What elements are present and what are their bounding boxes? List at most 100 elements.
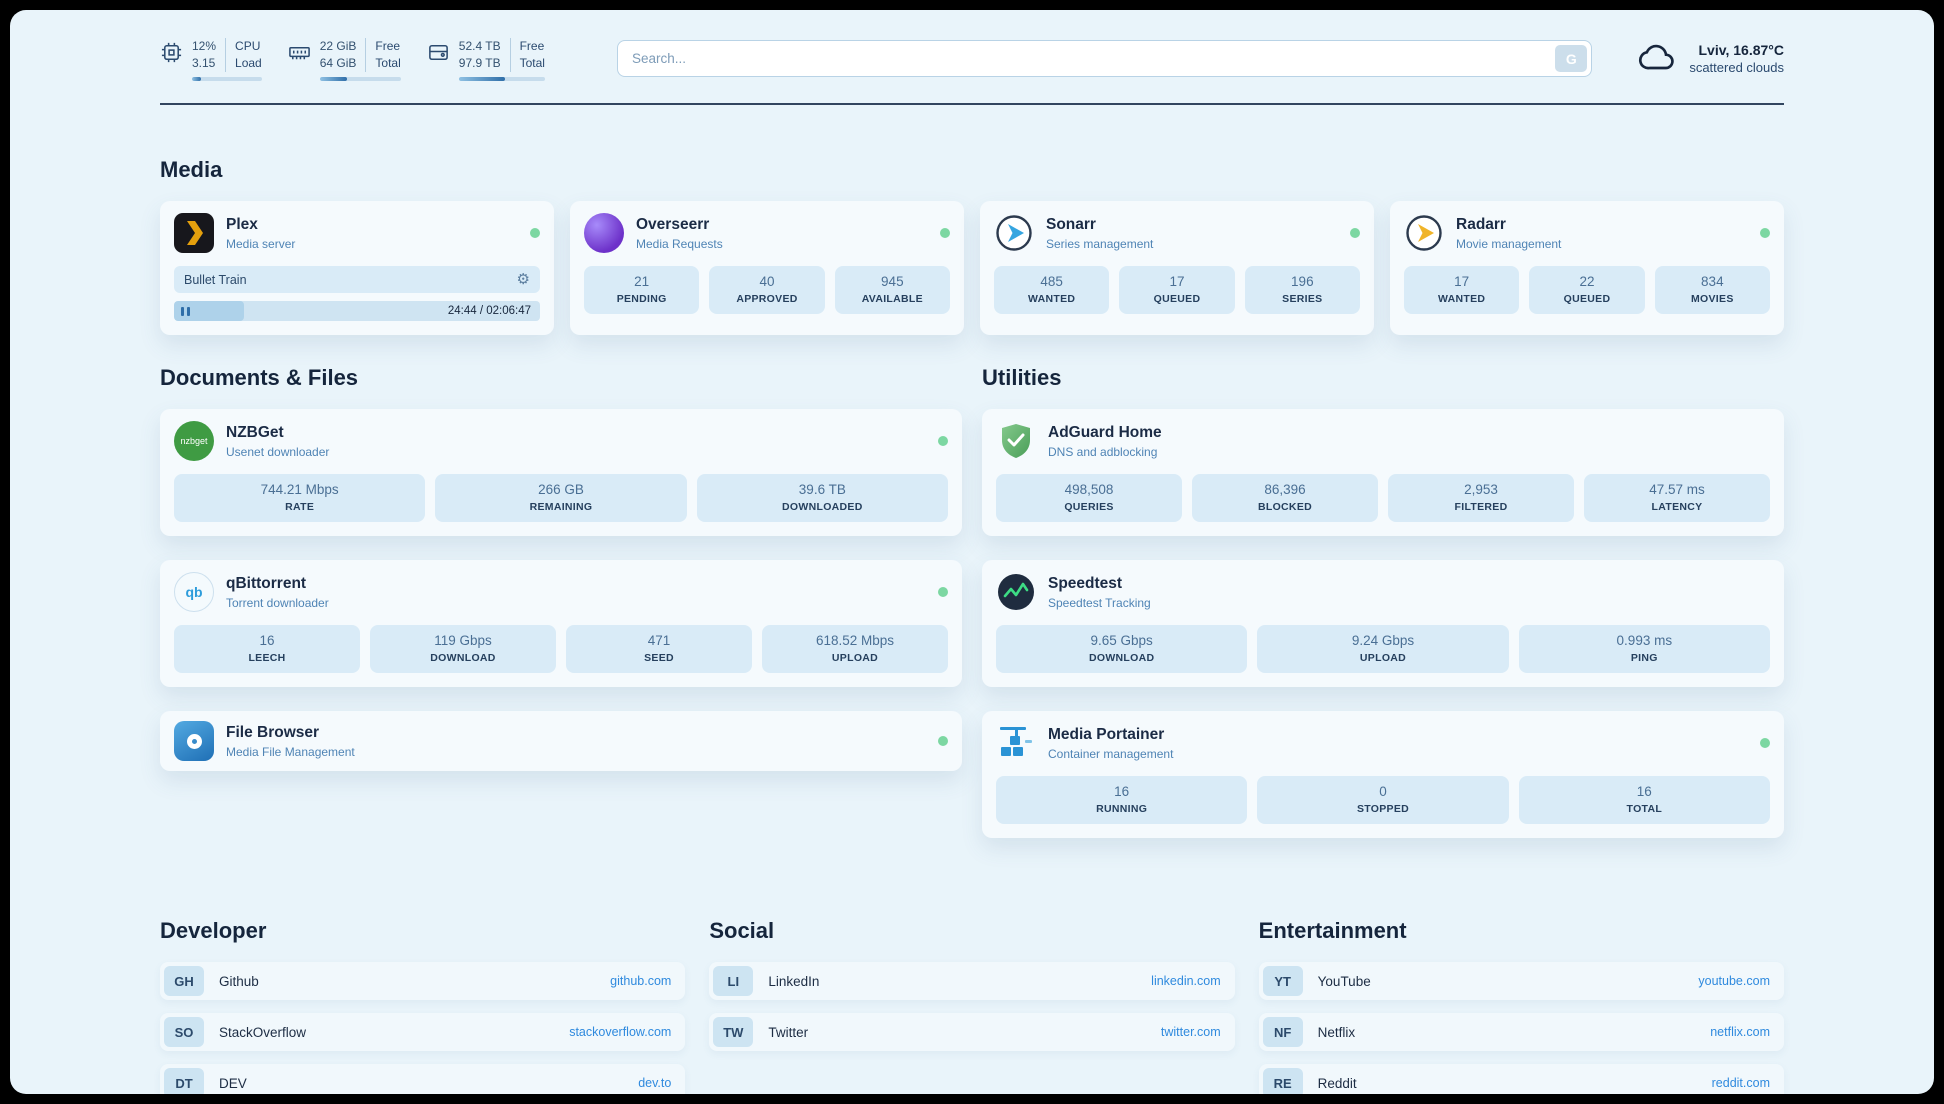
disk-monitor: 52.4 TB 97.9 TB Free Total (427, 38, 545, 81)
stat-latency: 47.57 ms LATENCY (1584, 474, 1770, 522)
link-badge: SO (164, 1017, 204, 1047)
status-dot (938, 736, 948, 746)
link-reddit[interactable]: RE Reddit reddit.com (1258, 1064, 1784, 1094)
search-input[interactable] (616, 40, 1593, 77)
stat-download: 119 Gbps DOWNLOAD (370, 625, 556, 673)
section-documents: Documents & Files nzbget NZBGet Usenet d… (160, 365, 962, 795)
card-subtitle: Movie management (1456, 236, 1562, 251)
card-title: AdGuard Home (1048, 423, 1162, 441)
link-url[interactable]: twitter.com (1160, 1025, 1221, 1039)
stat-value: 2,953 (1464, 482, 1498, 497)
sonarr-card[interactable]: Sonarr Series management 485 WANTED 17 Q… (980, 201, 1374, 335)
stat-label: LATENCY (1651, 501, 1703, 513)
qbittorrent-card[interactable]: qb qBittorrent Torrent downloader 16 LEE… (160, 560, 962, 687)
dashboard-canvas: 12% 3.15 CPU Load (10, 10, 1934, 1094)
link-badge: RE (1262, 1068, 1303, 1094)
link-badge: LI (713, 966, 754, 996)
link-url[interactable]: stackoverflow.com (569, 1025, 672, 1039)
weather-condition: scattered clouds (1689, 59, 1784, 75)
section-social: Social LI LinkedIn linkedin.com TW Twitt… (709, 918, 1235, 1094)
link-name: YouTube (1317, 973, 1371, 989)
stat-label: DOWNLOAD (430, 652, 496, 664)
card-subtitle: Torrent downloader (226, 595, 329, 610)
radarr-card[interactable]: Radarr Movie management 17 WANTED 22 QUE… (1390, 201, 1784, 335)
disk-free-label: Free (519, 39, 545, 53)
link-url[interactable]: linkedin.com (1151, 974, 1221, 988)
link-url[interactable]: netflix.com (1710, 1025, 1770, 1039)
link-youtube[interactable]: YT YouTube youtube.com (1258, 962, 1784, 1000)
gear-icon[interactable]: ⚙ (516, 271, 530, 288)
link-url[interactable]: dev.to (638, 1076, 672, 1090)
stat-value: 0.993 ms (1616, 633, 1673, 648)
search-engine-button[interactable]: G (1555, 45, 1588, 72)
link-url[interactable]: youtube.com (1698, 974, 1770, 988)
weather-location: Lviv, 16.87°C (1698, 41, 1785, 58)
status-dot (1760, 738, 1770, 748)
stat-upload: 9.24 Gbps UPLOAD (1257, 625, 1509, 673)
ram-free-label: Free (375, 39, 401, 53)
ram-free-value: 22 GiB (319, 39, 357, 53)
stat-value: 471 (647, 633, 671, 648)
disk-progress-track (458, 77, 545, 81)
filebrowser-card[interactable]: File Browser Media File Management (160, 711, 962, 771)
card-subtitle: Speedtest Tracking (1048, 595, 1151, 610)
stat-total: 16 TOTAL (1518, 776, 1770, 824)
adguard-card[interactable]: AdGuard Home DNS and adblocking 498,508 … (982, 409, 1784, 536)
plex-card[interactable]: Plex Media server Bullet Train ⚙ 24:44 /… (160, 201, 554, 335)
link-url[interactable]: reddit.com (1711, 1076, 1770, 1090)
section-title-utilities: Utilities (982, 365, 1062, 390)
stat-value: 119 Gbps (434, 633, 492, 648)
section-title-entertainment: Entertainment (1258, 918, 1407, 943)
nzbget-icon-label: nzbget (180, 436, 208, 446)
stat-value: 618.52 Mbps (815, 633, 895, 648)
stat-value: 17 (1169, 274, 1185, 289)
link-github[interactable]: GH Github github.com (160, 962, 686, 1000)
stat-filtered: 2,953 FILTERED (1388, 474, 1574, 522)
stat-value: 16 (1114, 784, 1130, 799)
search-bar: G (616, 40, 1593, 77)
sonarr-icon (994, 213, 1034, 253)
card-subtitle: Container management (1048, 746, 1174, 761)
link-badge: TW (713, 1017, 754, 1047)
stat-label: SEED (644, 652, 674, 664)
link-twitter[interactable]: TW Twitter twitter.com (709, 1013, 1235, 1051)
stat-label: DOWNLOADED (782, 501, 863, 513)
stat-rate: 744.21 Mbps RATE (174, 474, 426, 522)
pause-icon[interactable] (187, 306, 190, 316)
card-title: NZBGet (226, 423, 284, 441)
disk-icon (428, 45, 448, 60)
ram-total-label: Total (375, 56, 401, 70)
card-title: Overseerr (636, 215, 710, 233)
link-dev[interactable]: DT DEV dev.to (160, 1064, 686, 1094)
stat-label: PING (1630, 652, 1658, 664)
stat-label: UPLOAD (831, 652, 879, 664)
stat-label: WANTED (1028, 293, 1076, 305)
nzbget-icon: nzbget (174, 421, 214, 461)
stat-value: 485 (1040, 274, 1063, 289)
card-subtitle: Media File Management (226, 744, 355, 759)
cpu-usage-value: 12% (192, 39, 217, 53)
nzbget-card[interactable]: nzbget NZBGet Usenet downloader 744.21 M… (160, 409, 962, 536)
status-dot (1760, 228, 1770, 238)
stat-label: APPROVED (736, 293, 798, 305)
link-name: DEV (219, 1075, 247, 1091)
stat-label: TOTAL (1626, 803, 1663, 815)
stat-blocked: 86,396 BLOCKED (1192, 474, 1378, 522)
stat-value: 40 (759, 274, 775, 289)
link-netflix[interactable]: NF Netflix netflix.com (1258, 1013, 1784, 1051)
link-stackoverflow[interactable]: SO StackOverflow stackoverflow.com (160, 1013, 686, 1051)
portainer-card[interactable]: Media Portainer Container management 16 … (982, 711, 1784, 838)
stat-wanted: 17 WANTED (1404, 266, 1520, 314)
link-url[interactable]: github.com (610, 974, 672, 988)
pause-icon[interactable] (181, 306, 184, 316)
stat-pending: 21 PENDING (584, 266, 700, 314)
stat-queued: 17 QUEUED (1119, 266, 1235, 314)
cloud-icon (1639, 44, 1675, 70)
ram-progress-track (319, 77, 401, 81)
section-developer: Developer GH Github github.com SO StackO… (160, 918, 686, 1094)
overseerr-card[interactable]: Overseerr Media Requests 21 PENDING 40 A… (570, 201, 964, 335)
speedtest-card[interactable]: Speedtest Speedtest Tracking 9.65 Gbps D… (982, 560, 1784, 687)
link-linkedin[interactable]: LI LinkedIn linkedin.com (709, 962, 1235, 1000)
plex-progress-fill (174, 301, 244, 321)
stat-value: 834 (1701, 274, 1724, 289)
